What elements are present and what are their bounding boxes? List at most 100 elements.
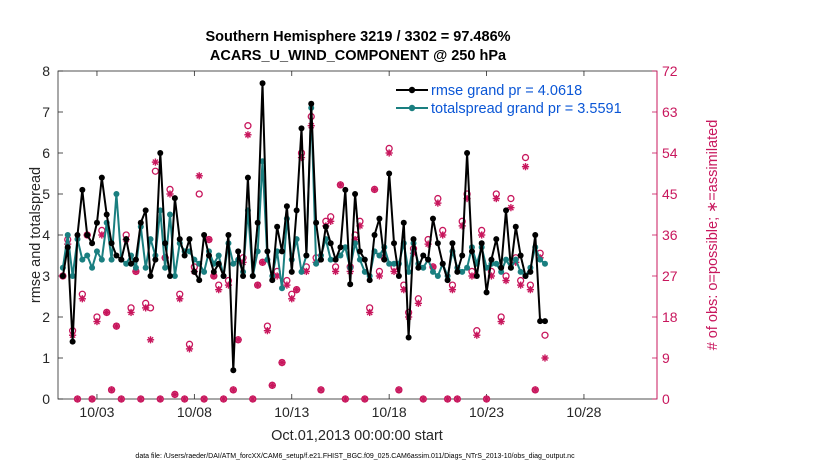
rmse-point (176, 236, 183, 243)
totalspread-point (201, 268, 208, 275)
rmse-point (157, 150, 164, 156)
rmse-point (128, 260, 135, 267)
rmse-point (420, 252, 427, 259)
rmse-point (274, 223, 281, 230)
totalspread-point (386, 260, 393, 267)
rmse-point (98, 174, 105, 181)
rmse-point (342, 186, 349, 193)
y-axis-ticks: 0 1 2 3 4 5 6 7 8 (42, 63, 63, 407)
obs-possible-point (258, 258, 267, 266)
rmse-point (454, 268, 461, 275)
rmse-point (361, 256, 368, 263)
rmse-point (366, 277, 373, 284)
obs-possible-point (419, 395, 427, 403)
y-tick-label: 7 (42, 104, 50, 120)
obs-assimilated-point (195, 172, 203, 180)
obs-possible-point (395, 386, 403, 394)
rmse-point (152, 256, 159, 263)
obs-possible-point (439, 226, 447, 235)
rmse-point (498, 264, 505, 271)
rmse-point (249, 273, 256, 279)
obs-possible-point (473, 327, 481, 335)
obs-possible-point (171, 390, 179, 399)
obs-possible-point (180, 395, 189, 403)
obs-possible-point (434, 194, 442, 203)
obs-assimilated-point (146, 336, 155, 344)
y2-tick-label: 54 (662, 145, 678, 161)
obs-assimilated-point (521, 163, 530, 171)
rmse-point (532, 232, 539, 238)
rmse-point (171, 195, 178, 202)
rmse-point (415, 264, 422, 271)
obs-assimilated-point (541, 354, 549, 362)
obs-possible-point (331, 263, 340, 271)
obs-possible-point (88, 395, 96, 403)
totalspread-point (327, 256, 334, 263)
obs-possible-point (176, 290, 184, 298)
obs-possible-point (219, 395, 228, 403)
totalspread-point (162, 264, 169, 271)
rmse-point (240, 273, 247, 279)
obs-possible-point (229, 386, 237, 394)
rmse-point (293, 207, 300, 214)
totalspread-point (167, 211, 174, 218)
y-tick-label: 8 (42, 63, 50, 79)
rmse-series (59, 80, 548, 374)
y2-tick-label: 18 (662, 309, 678, 325)
rmse-point (327, 240, 334, 247)
totalspread-point (298, 268, 305, 275)
totalspread-point (230, 260, 237, 267)
y2-tick-label: 9 (662, 350, 670, 366)
y-tick-label: 6 (42, 145, 50, 161)
totalspread-point (537, 256, 544, 263)
totalspread-point (512, 256, 519, 263)
obs-possible-point (385, 144, 393, 153)
y2-axis-ticks: 0 9 18 27 36 45 54 63 72 (652, 63, 678, 407)
rmse-point (517, 252, 524, 259)
obs-possible-point (195, 190, 203, 198)
obs-possible-point (448, 281, 457, 289)
rmse-point (439, 260, 446, 267)
rmse-point (444, 277, 451, 284)
totalspread-point (464, 264, 471, 271)
totalspread-point (132, 264, 139, 271)
totalspread-point (361, 268, 368, 275)
x-tick-label: 10/03 (79, 404, 114, 420)
totalspread-point (84, 252, 91, 259)
obs-possible-point (292, 286, 301, 294)
rmse-point (283, 203, 290, 210)
rmse-point (186, 236, 193, 243)
totalspread-point (356, 256, 363, 263)
rmse-point (103, 211, 110, 218)
rmse-point (142, 207, 149, 214)
rmse-point (123, 236, 130, 243)
totalspread-point (157, 207, 164, 214)
rmse-point (201, 232, 208, 238)
totalspread-point (493, 260, 500, 267)
y-tick-label: 5 (42, 186, 50, 202)
obs-possible-point (127, 304, 135, 312)
rmse-point (162, 240, 169, 247)
legend-spread-label: totalspread grand pr = 3.5591 (431, 101, 622, 117)
obs-possible-point (375, 267, 384, 276)
obs-possible-point (497, 313, 505, 321)
rmse-point (113, 252, 120, 259)
rmse-point (225, 232, 232, 238)
rmse-point (79, 186, 86, 193)
obs-possible-point (103, 308, 111, 317)
y2-tick-label: 63 (662, 104, 678, 120)
rmse-point (352, 191, 359, 197)
rmse-point (59, 273, 66, 279)
rmse-point (215, 260, 222, 267)
rmse-point (181, 252, 188, 259)
legend-rmse-label: rmse grand pr = 4.0618 (431, 83, 582, 99)
obs-possible-point (288, 290, 296, 298)
rmse-point (410, 236, 417, 243)
rmse-point (405, 334, 412, 341)
chart-title-line1: Southern Hemisphere 3219 / 3302 = 97.486… (205, 29, 510, 45)
rmse-point (132, 256, 139, 263)
rmse-point (74, 232, 81, 238)
rmse-point (493, 236, 500, 243)
rmse-point (137, 219, 144, 226)
obs-possible-point (146, 304, 155, 312)
